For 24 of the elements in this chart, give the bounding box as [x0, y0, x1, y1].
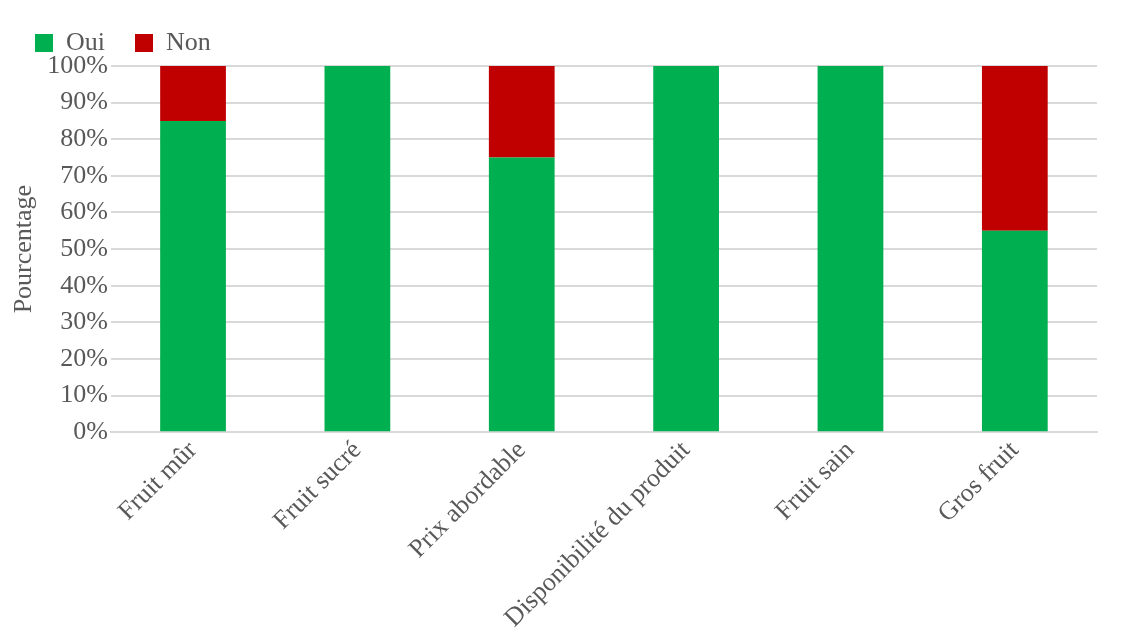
bar — [817, 66, 884, 432]
bar — [981, 230, 1048, 432]
y-tick-label: 60% — [60, 196, 108, 226]
bar — [488, 66, 555, 158]
y-tick-label: 0% — [73, 416, 108, 446]
legend-label: Non — [166, 26, 211, 56]
y-axis-title: Pourcentage — [8, 184, 38, 314]
y-tick-label: 10% — [60, 379, 108, 409]
bar — [160, 66, 226, 121]
bar — [653, 66, 719, 432]
y-tick-label: 20% — [60, 342, 108, 372]
y-tick-label: 70% — [60, 159, 108, 189]
y-tick-label: 50% — [60, 232, 108, 262]
y-tick-label: 90% — [60, 86, 108, 116]
x-tick-label: Fruit mûr — [111, 434, 203, 526]
y-tick-label: 30% — [60, 306, 108, 336]
bar — [488, 157, 555, 432]
bar — [324, 66, 391, 432]
y-tick-label: 40% — [60, 269, 108, 299]
x-tick-label: Fruit sain — [769, 434, 860, 526]
x-tick-label: Gros fruit — [931, 434, 1025, 528]
bar — [160, 120, 226, 432]
bar — [981, 66, 1048, 231]
y-tick-label: 80% — [60, 123, 108, 153]
